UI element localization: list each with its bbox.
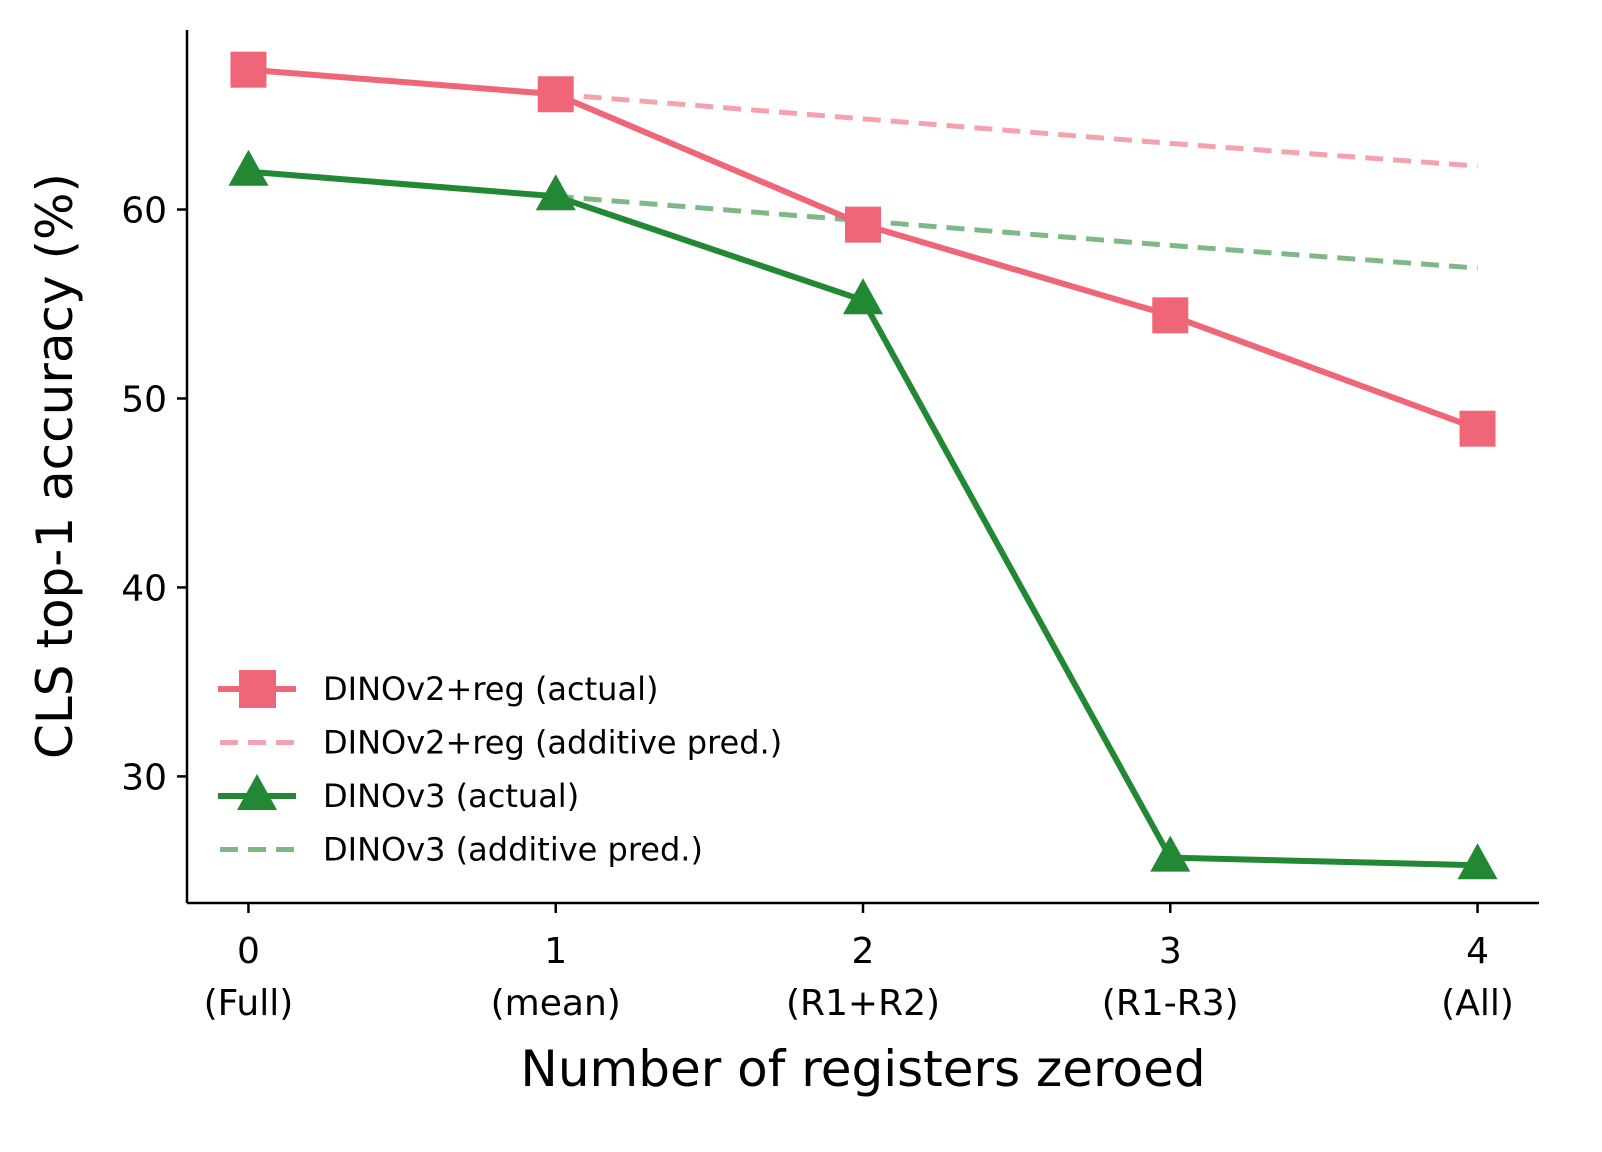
data-point-triangle <box>1457 843 1498 880</box>
y-tick-label: 30 <box>121 757 167 798</box>
legend-label: DINOv2+reg (additive pred.) <box>323 724 782 762</box>
series-line <box>555 91 1478 169</box>
data-point-square <box>230 51 267 88</box>
y-tick-label: 60 <box>121 191 167 232</box>
x-tick-label: 0 <box>237 931 260 972</box>
data-point-square <box>845 206 881 243</box>
data-point-triangle <box>1150 835 1191 872</box>
x-tick-label: 3 <box>1159 931 1182 972</box>
data-point-square <box>1459 410 1496 447</box>
data-point-triangle <box>535 174 576 211</box>
y-axis-label: CLS top-1 accuracy (%) <box>26 173 84 759</box>
legend-triangle-marker <box>237 774 277 810</box>
x-tick-sublabel: (All) <box>1441 983 1514 1024</box>
legend-label: DINOv3 (actual) <box>323 777 579 815</box>
x-tick-label: 1 <box>544 931 567 972</box>
series-line <box>555 193 1478 271</box>
x-axis-label: Number of registers zeroed <box>520 1040 1205 1098</box>
data-point-triangle <box>228 149 269 186</box>
legend-label: DINOv3 (additive pred.) <box>323 831 703 869</box>
x-tick-sublabel: (Full) <box>204 983 294 1024</box>
data-point-triangle <box>843 278 883 315</box>
legend: DINOv2+reg (actual) DINOv2+reg (additive … <box>218 670 782 869</box>
x-tick-label: 2 <box>852 931 875 972</box>
data-point-square <box>1152 297 1189 334</box>
x-tick-label: 4 <box>1466 931 1489 972</box>
x-tick-sublabel: (mean) <box>491 983 621 1024</box>
data-point-square <box>537 76 574 113</box>
series-line <box>248 66 1479 432</box>
legend-square-marker <box>239 670 276 708</box>
legend-label: DINOv2+reg (actual) <box>323 670 658 708</box>
y-tick-label: 50 <box>121 379 167 420</box>
y-tick-label: 40 <box>121 568 167 609</box>
x-tick-sublabel: (R1-R3) <box>1102 983 1239 1024</box>
x-tick-sublabel: (R1+R2) <box>786 983 940 1024</box>
